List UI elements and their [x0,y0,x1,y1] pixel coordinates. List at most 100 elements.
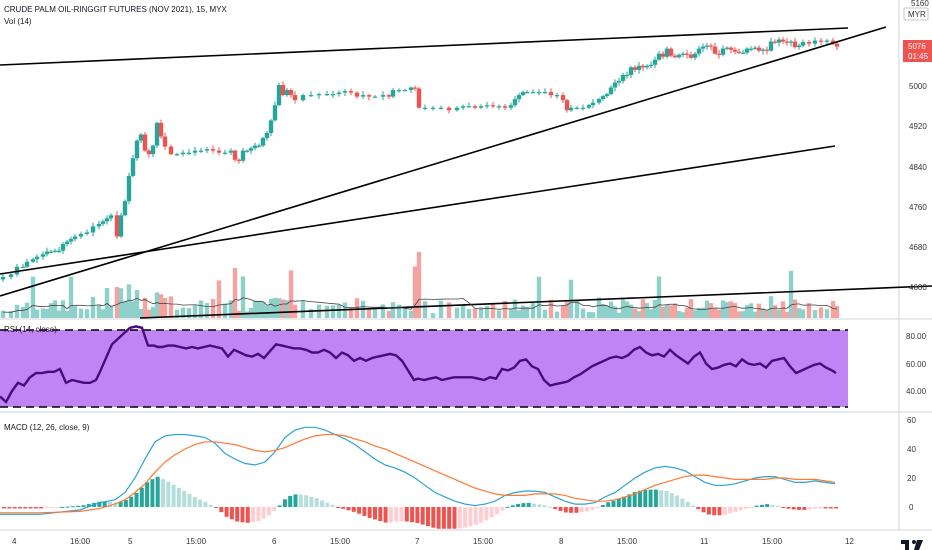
candle-body [580,107,586,109]
macd-histogram-bar [325,502,330,507]
candle-body [8,274,14,277]
trendline-upper-resistance[interactable] [0,27,849,66]
volume-bar [542,309,548,318]
candle-body [122,201,128,216]
volume-bar [72,306,78,318]
volume-bar [632,308,638,318]
macd-histogram-bar [728,507,733,514]
volume-bar [348,307,354,318]
time-label-15-00-d: 15:00 [617,537,638,546]
macd-histogram-bar [410,507,415,523]
macd-histogram-bar [28,507,33,509]
candle-body [336,92,342,95]
candle-body [668,48,674,56]
trendline-volume-base[interactable] [139,285,932,319]
time-label-15-00-b: 15:00 [330,537,351,546]
macd-histogram-bar [139,487,144,507]
candle-body [276,85,282,106]
time-label-15-00-e: 15:00 [762,537,783,546]
volume-bar [192,305,198,318]
volume-bar [84,309,90,318]
macd-histogram-bar [166,481,171,507]
volume-bar [720,300,726,318]
macd-histogram-bar [473,507,478,525]
candle-body [108,215,114,219]
candle-body [150,145,156,155]
volume-bar [764,310,770,318]
macd-histogram-bar [436,507,441,529]
volume-bar [60,300,66,318]
macd-histogram-bar [367,507,372,518]
volume-bar [740,311,746,318]
candle-body [396,90,402,92]
candle-body [460,106,466,108]
macd-histogram-bar [563,507,568,513]
macd-histogram-bar [685,501,690,507]
time-label-5: 5 [128,537,133,546]
volume-bar [512,299,518,318]
volume-bar [180,307,186,318]
candle-body [660,53,666,57]
candle-body [720,48,726,55]
macd-histogram-bar [150,479,155,507]
candle-body [260,138,266,146]
macd-histogram-bar [786,507,791,509]
macd-histogram-bar [123,500,128,507]
macd-histogram-bar [304,495,309,507]
macd-histogram-bar [155,476,160,507]
macd-histogram-bar [675,495,680,507]
volume-bar [496,310,502,318]
volume-bar [834,305,840,318]
candle-body [114,215,120,237]
trendline-channel-mid[interactable] [0,145,836,275]
macd-histogram-bar [521,503,526,507]
macd-histogram-bar [7,507,12,509]
macd-histogram-bar [643,489,648,507]
volume-bar [114,287,120,318]
volume-bar [560,305,566,318]
candle-body [56,250,62,252]
volume-bar [216,280,222,318]
volume-bar [664,305,670,318]
volume-bar [408,310,414,318]
currency-badge[interactable] [903,7,929,21]
volume-bar [130,301,136,318]
candle-body [284,90,290,96]
volume-bar [748,303,754,318]
macd-histogram-bar [404,507,409,522]
macd-histogram-bar [431,507,436,528]
price-tick-4840: 4840 [909,163,927,172]
volume-bar [122,302,128,318]
candle-body [232,150,238,160]
candle-body [536,92,542,94]
candle-body [52,250,58,252]
macd-histogram-bar [277,505,282,507]
volume-bar [52,300,58,318]
volume-bar [600,303,606,318]
macd-histogram-bar [208,504,213,507]
volume-bar [524,307,530,318]
candle-body [84,232,90,234]
candle-body [138,134,144,141]
volume-bar [174,309,180,318]
macd-histogram-bar [33,507,38,509]
macd-histogram-bar [722,507,727,515]
currency-label: MYR [908,10,926,19]
time-label-15-00-c: 15:00 [473,537,494,546]
trendlines [0,26,932,319]
price-tick-4600: 4600 [909,283,927,292]
volume-bar [412,266,418,318]
volume-bar [118,288,124,318]
volume-bar [640,299,646,318]
volume-bar [636,311,642,318]
bar-countdown: 01:45 [908,52,929,61]
candle-body [560,95,566,101]
volume-bar [644,303,650,318]
macd-histogram-bar [510,505,515,507]
macd-histogram-bar [415,507,420,524]
macd-histogram-bar [807,507,812,510]
macd-histogram-bar [86,504,91,507]
macd-histogram-bar [452,507,457,529]
candle-body [784,41,790,43]
